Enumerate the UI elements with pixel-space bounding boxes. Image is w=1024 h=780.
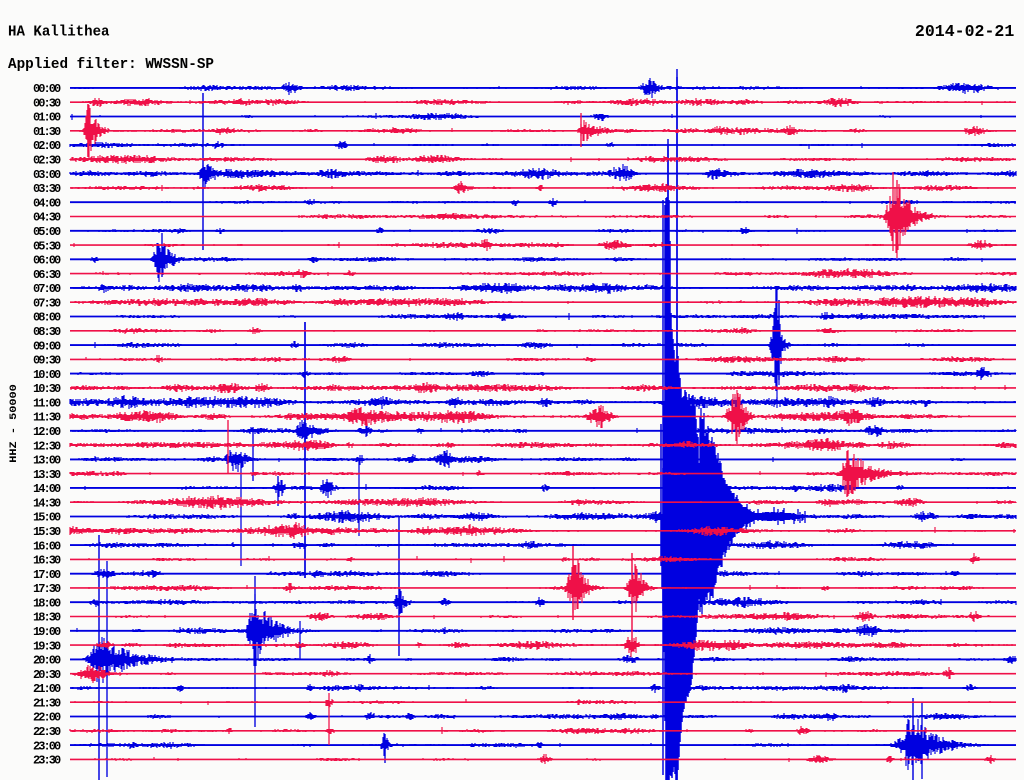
svg-text:02:00: 02:00: [33, 139, 61, 153]
svg-text:22:30: 22:30: [33, 725, 61, 739]
svg-text:20:30: 20:30: [33, 668, 61, 682]
svg-text:15:30: 15:30: [33, 525, 61, 539]
svg-text:2014-02-21: 2014-02-21: [915, 22, 1014, 41]
svg-text:12:30: 12:30: [33, 439, 61, 453]
svg-text:17:00: 17:00: [33, 568, 61, 582]
svg-text:08:30: 08:30: [33, 325, 61, 339]
svg-text:Applied filter: WWSSN-SP: Applied filter: WWSSN-SP: [8, 56, 214, 73]
svg-text:11:30: 11:30: [33, 411, 61, 425]
svg-text:11:00: 11:00: [33, 396, 61, 410]
svg-text:01:00: 01:00: [33, 111, 61, 125]
svg-text:14:30: 14:30: [33, 496, 61, 510]
svg-text:20:00: 20:00: [33, 654, 61, 668]
svg-text:01:30: 01:30: [33, 125, 61, 139]
svg-text:05:30: 05:30: [33, 239, 61, 253]
svg-text:03:00: 03:00: [33, 168, 61, 182]
svg-text:22:00: 22:00: [33, 711, 61, 725]
svg-text:23:00: 23:00: [33, 739, 61, 753]
svg-text:09:30: 09:30: [33, 354, 61, 368]
svg-text:23:30: 23:30: [33, 754, 61, 768]
svg-text:10:00: 10:00: [33, 368, 61, 382]
svg-text:08:00: 08:00: [33, 311, 61, 325]
svg-text:18:00: 18:00: [33, 596, 61, 610]
svg-text:13:30: 13:30: [33, 468, 61, 482]
svg-text:05:00: 05:00: [33, 225, 61, 239]
svg-text:03:30: 03:30: [33, 182, 61, 196]
svg-text:19:00: 19:00: [33, 625, 61, 639]
svg-text:21:30: 21:30: [33, 696, 61, 710]
svg-text:12:00: 12:00: [33, 425, 61, 439]
svg-text:15:00: 15:00: [33, 511, 61, 525]
svg-text:19:30: 19:30: [33, 639, 61, 653]
svg-text:13:00: 13:00: [33, 454, 61, 468]
svg-text:00:30: 00:30: [33, 96, 61, 110]
svg-text:21:00: 21:00: [33, 682, 61, 696]
svg-text:02:30: 02:30: [33, 154, 61, 168]
svg-text:16:30: 16:30: [33, 554, 61, 568]
svg-text:16:00: 16:00: [33, 539, 61, 553]
svg-text:10:30: 10:30: [33, 382, 61, 396]
svg-text:04:00: 04:00: [33, 196, 61, 210]
svg-text:HHZ - 50000: HHZ - 50000: [8, 384, 20, 463]
svg-text:HA Kallithea: HA Kallithea: [8, 24, 110, 41]
svg-text:06:30: 06:30: [33, 268, 61, 282]
svg-text:18:30: 18:30: [33, 611, 61, 625]
svg-text:07:30: 07:30: [33, 296, 61, 310]
svg-text:04:30: 04:30: [33, 211, 61, 225]
svg-text:00:00: 00:00: [33, 82, 61, 96]
svg-text:14:00: 14:00: [33, 482, 61, 496]
svg-text:17:30: 17:30: [33, 582, 61, 596]
svg-text:07:00: 07:00: [33, 282, 61, 296]
svg-text:09:00: 09:00: [33, 339, 61, 353]
svg-text:06:00: 06:00: [33, 254, 61, 268]
